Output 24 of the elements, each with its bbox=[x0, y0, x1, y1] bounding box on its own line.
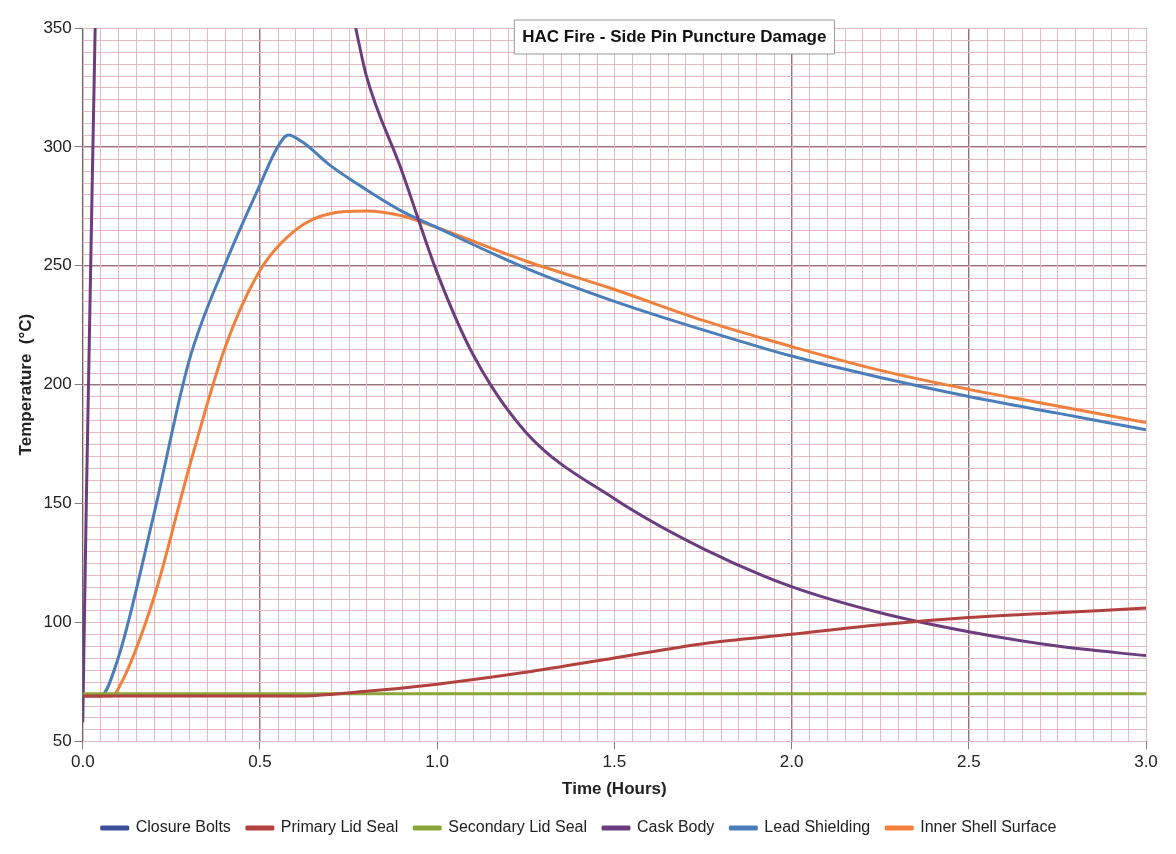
x-tick-label: 2.5 bbox=[956, 752, 981, 772]
y-tick-label: 50 bbox=[52, 730, 72, 750]
y-tick-label: 200 bbox=[43, 374, 72, 394]
legend-label: Cask Body bbox=[636, 818, 715, 836]
y-tick-label: 100 bbox=[43, 612, 72, 632]
x-tick-label: 2.0 bbox=[779, 752, 804, 772]
x-axis-title: Time (Hours) bbox=[562, 779, 667, 799]
legend-label: Secondary Lid Seal bbox=[448, 818, 587, 836]
x-tick-label: 0.5 bbox=[248, 752, 272, 772]
y-axis-title: Temperature (°C) bbox=[15, 313, 35, 456]
x-tick-label: 1.0 bbox=[425, 752, 449, 772]
y-tick-label: 150 bbox=[43, 493, 72, 513]
chart-title: HAC Fire - Side Pin Puncture Damage bbox=[522, 26, 827, 46]
x-tick-label: 1.5 bbox=[602, 752, 627, 772]
line-series bbox=[82, 606, 1146, 698]
legend-label: Primary Lid Seal bbox=[280, 818, 399, 836]
x-tick-label: 3.0 bbox=[1134, 752, 1158, 772]
x-tick-label: 0.0 bbox=[70, 752, 95, 772]
legend-label: Inner Shell Surface bbox=[920, 818, 1057, 836]
y-tick-label: 250 bbox=[43, 255, 72, 275]
y-tick-label: 350 bbox=[43, 17, 72, 37]
legend-label: Lead Shielding bbox=[764, 818, 871, 836]
y-tick-label: 300 bbox=[43, 136, 72, 156]
legend-label: Closure Bolts bbox=[135, 818, 231, 836]
